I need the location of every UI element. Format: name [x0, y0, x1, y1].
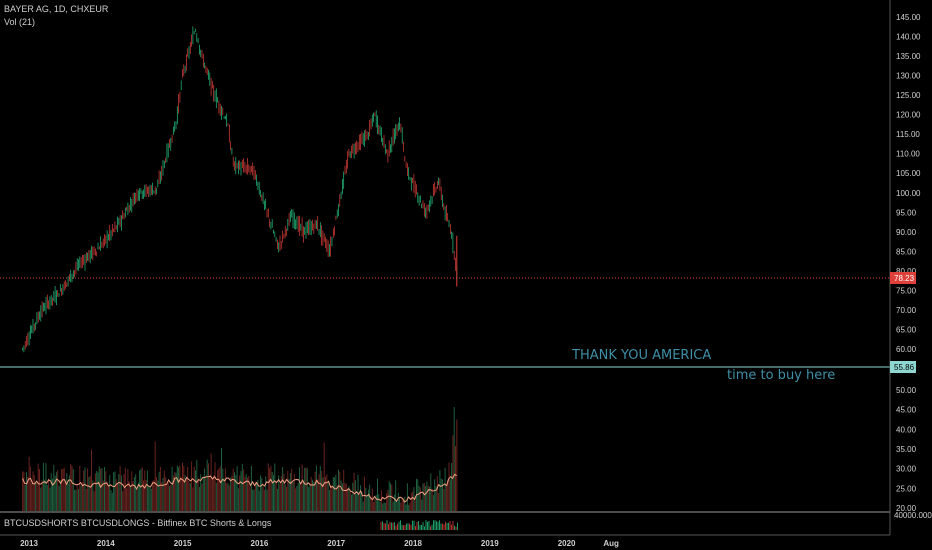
price-axis[interactable]: 145.00 140.00 135.00 130.00 125.00 120.00 115.…	[896, 13, 921, 354]
price-tick-label: 65.00	[896, 325, 917, 334]
volume-tick-label: 25.00	[896, 484, 917, 493]
price-tick-label: 85.00	[896, 247, 917, 256]
price-tick-label: 145.00	[896, 13, 921, 22]
price-tick-label: 135.00	[896, 52, 921, 61]
price-tick-label: 95.00	[896, 208, 917, 217]
volume-tick-label: 50.00	[896, 386, 917, 395]
support-price-label: 55.86	[894, 363, 915, 372]
annotation-thank-you: THANK YOU AMERICA	[572, 348, 712, 363]
price-tick-label: 140.00	[896, 33, 921, 42]
price-tick-label: 70.00	[896, 306, 917, 315]
price-tick-label: 125.00	[896, 91, 921, 100]
annotation-buy-here: time to buy here	[727, 368, 836, 383]
symbol-title[interactable]: BAYER AG, 1D, CHXEUR	[4, 4, 109, 14]
volume-indicator-label[interactable]: Vol (21)	[4, 17, 36, 27]
price-tick-label: 130.00	[896, 72, 921, 81]
price-tick-label: 80.00	[896, 267, 917, 276]
time-tick-label: 2020	[558, 539, 576, 548]
time-tick-label: 2017	[327, 539, 345, 548]
volume-tick-label: 20.00	[896, 504, 917, 513]
support-price-badge: 55.86	[890, 361, 916, 373]
price-tick-label: 105.00	[896, 169, 921, 178]
time-tick-label: 2016	[251, 539, 269, 548]
volume-tick-label: 45.00	[896, 406, 917, 415]
price-tick-label: 100.00	[896, 189, 921, 198]
price-tick-label: 60.00	[896, 345, 917, 354]
time-tick-label: 2014	[97, 539, 115, 548]
current-price-badge: 78.23	[890, 272, 916, 284]
volume-tick-label: 30.00	[896, 465, 917, 474]
volume-axis: 50.00 45.00 40.00 35.00 30.00 25.00 20.00	[896, 386, 917, 513]
time-axis[interactable]: 2013 2014 2015 2016 2017 2018 2019 2020 Aug	[20, 539, 619, 548]
price-series	[22, 26, 458, 353]
price-tick-label: 120.00	[896, 111, 921, 120]
price-tick-label: 110.00	[896, 150, 920, 159]
current-price-label: 78.23	[894, 274, 915, 283]
price-tick-label: 75.00	[896, 286, 917, 295]
indicator-label[interactable]: BTCUSDSHORTS BTCUSDLONGS - Bitfinex BTC …	[4, 518, 272, 528]
indicator-axis-label: 40000.0000	[894, 511, 932, 520]
price-tick-label: 115.00	[896, 130, 920, 139]
price-tick-label: 90.00	[896, 228, 917, 237]
indicator-series	[380, 520, 458, 530]
time-tick-label: 2015	[174, 539, 192, 548]
time-tick-label: 2019	[481, 539, 499, 548]
time-tick-label: 2013	[20, 539, 38, 548]
volume-tick-label: 35.00	[896, 445, 917, 454]
time-tick-label: 2018	[404, 539, 422, 548]
volume-ma-line	[22, 473, 457, 503]
time-tick-label: Aug	[603, 539, 619, 548]
volume-tick-label: 40.00	[896, 425, 917, 434]
